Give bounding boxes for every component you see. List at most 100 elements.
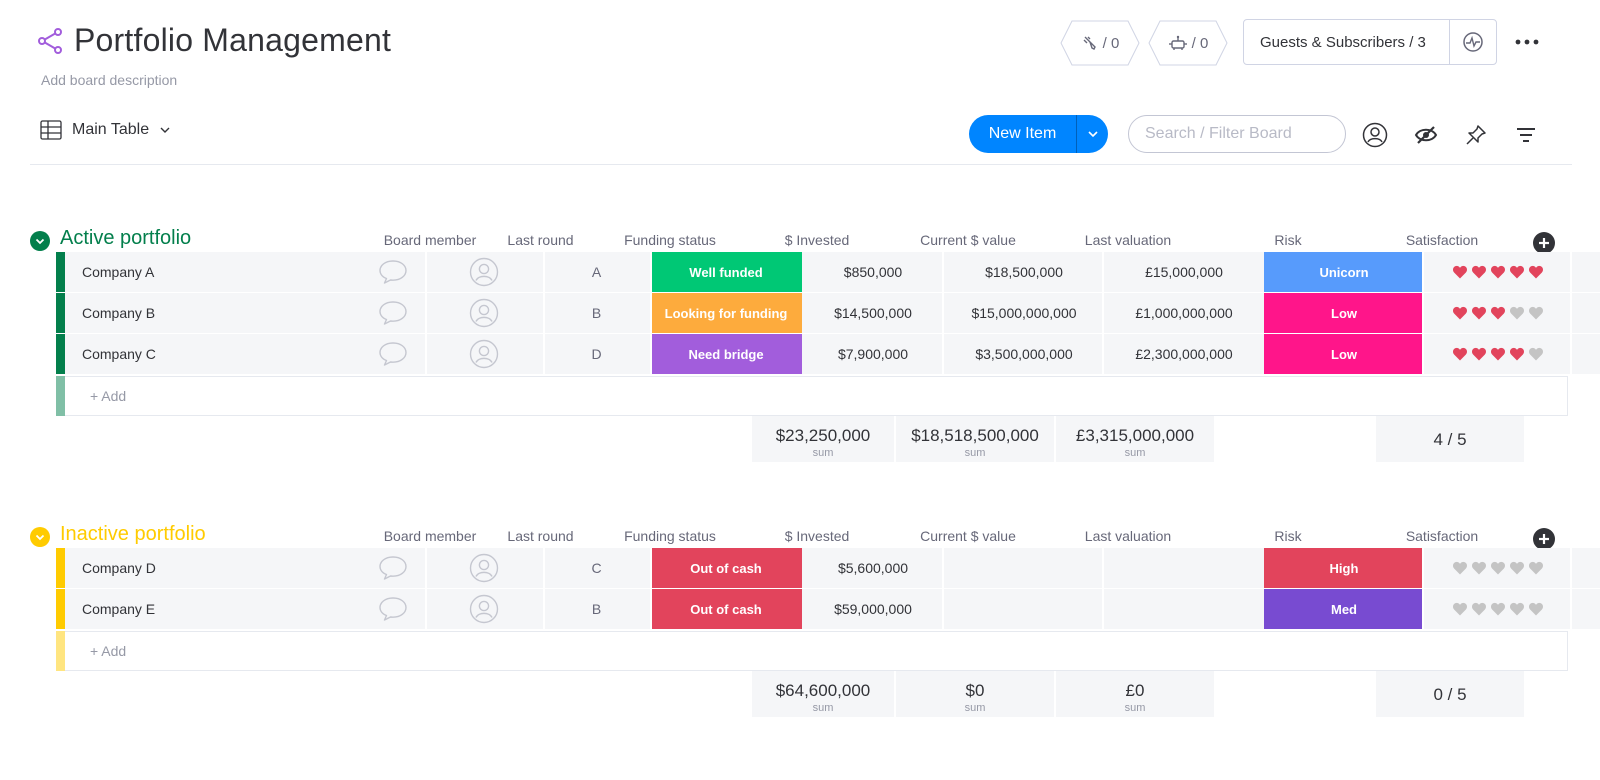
column-header-current-value[interactable]: Current $ value xyxy=(920,232,1016,248)
last-round-cell[interactable]: D xyxy=(543,334,650,374)
updates-icon[interactable] xyxy=(361,334,425,374)
integrations-button[interactable]: / 0 xyxy=(1060,20,1140,66)
heart-icon[interactable] xyxy=(1528,601,1544,617)
heart-icon[interactable] xyxy=(1528,560,1544,576)
guests-subscribers[interactable]: Guests & Subscribers / 3 xyxy=(1243,19,1497,65)
heart-icon[interactable] xyxy=(1490,601,1506,617)
item-name[interactable]: Company A xyxy=(65,252,361,292)
group-title[interactable]: Active portfolio xyxy=(60,227,192,249)
activity-button[interactable] xyxy=(1450,31,1496,53)
satisfaction-rating[interactable] xyxy=(1424,252,1572,292)
column-header-funding-status[interactable]: Funding status xyxy=(624,232,716,248)
item-name[interactable]: Company E xyxy=(65,589,361,629)
group-title[interactable]: Inactive portfolio xyxy=(60,523,206,545)
risk-label[interactable]: Low xyxy=(1264,293,1424,333)
risk-label[interactable]: High xyxy=(1264,548,1424,588)
current-value-cell[interactable]: $18,500,000 xyxy=(944,252,1104,292)
column-header-last-valuation[interactable]: Last valuation xyxy=(1084,528,1172,544)
last-round-cell[interactable]: A xyxy=(543,252,650,292)
column-header-last-valuation[interactable]: Last valuation xyxy=(1084,232,1172,248)
heart-icon[interactable] xyxy=(1452,305,1468,321)
funding-status-label[interactable]: Out of cash xyxy=(650,589,802,629)
item-name[interactable]: Company B xyxy=(65,293,361,333)
heart-icon[interactable] xyxy=(1490,264,1506,280)
heart-icon[interactable] xyxy=(1471,601,1487,617)
heart-icon[interactable] xyxy=(1490,560,1506,576)
view-label[interactable]: Main Table xyxy=(72,121,150,138)
heart-icon[interactable] xyxy=(1490,346,1506,362)
invested-cell[interactable]: $59,000,000 xyxy=(802,589,944,629)
last-round-cell[interactable]: B xyxy=(543,293,650,333)
table-row[interactable]: Company E B Out of cash $59,000,000 Med xyxy=(56,589,1600,629)
last-valuation-cell[interactable] xyxy=(1104,589,1264,629)
column-header-satisfaction[interactable]: Satisfaction xyxy=(1405,232,1479,248)
column-header-invested[interactable]: $ Invested xyxy=(784,528,850,544)
person-filter-icon[interactable] xyxy=(1361,121,1389,149)
board-title[interactable]: Portfolio Management xyxy=(74,22,392,58)
current-value-cell[interactable] xyxy=(944,548,1104,588)
updates-icon[interactable] xyxy=(361,293,425,333)
last-round-cell[interactable]: C xyxy=(543,548,650,588)
heart-icon[interactable] xyxy=(1528,346,1544,362)
invested-cell[interactable]: $850,000 xyxy=(802,252,944,292)
board-description[interactable]: Add board description xyxy=(41,72,178,88)
invested-cell[interactable]: $5,600,000 xyxy=(802,548,944,588)
avatar[interactable] xyxy=(425,293,543,333)
add-column-button[interactable] xyxy=(1533,232,1555,254)
view-switcher[interactable]: Main Table xyxy=(40,120,171,140)
funding-status-label[interactable]: Looking for funding xyxy=(650,293,802,333)
column-header-risk[interactable]: Risk xyxy=(1274,528,1302,544)
add-column-button[interactable] xyxy=(1533,528,1555,550)
add-item-label[interactable]: + Add xyxy=(90,643,127,659)
avatar[interactable] xyxy=(425,589,543,629)
satisfaction-rating[interactable] xyxy=(1424,548,1572,588)
heart-icon[interactable] xyxy=(1490,305,1506,321)
column-header-funding-status[interactable]: Funding status xyxy=(624,528,716,544)
table-row[interactable]: Company C D Need bridge $7,900,000 $3,500,00… xyxy=(56,334,1600,374)
funding-status-label[interactable]: Out of cash xyxy=(650,548,802,588)
table-row[interactable]: Company A A Well funded $850,000 $18,500,000… xyxy=(56,252,1600,292)
item-name[interactable]: Company C xyxy=(65,334,361,374)
table-row[interactable]: Company B B Looking for funding $14,500,000… xyxy=(56,293,1600,333)
column-header-last-round[interactable]: Last round xyxy=(507,528,574,544)
avatar[interactable] xyxy=(425,548,543,588)
column-header-board-member[interactable]: Board member xyxy=(383,232,477,248)
funding-status-label[interactable]: Need bridge xyxy=(650,334,802,374)
heart-icon[interactable] xyxy=(1528,264,1544,280)
hide-icon[interactable] xyxy=(1412,121,1440,149)
filter-icon[interactable] xyxy=(1512,121,1540,149)
last-valuation-cell[interactable] xyxy=(1104,548,1264,588)
heart-icon[interactable] xyxy=(1471,264,1487,280)
guests-subscribers-label[interactable]: Guests & Subscribers / 3 xyxy=(1260,33,1426,51)
column-header-satisfaction[interactable]: Satisfaction xyxy=(1405,528,1479,544)
satisfaction-rating[interactable] xyxy=(1424,589,1572,629)
current-value-cell[interactable]: $15,000,000,000 xyxy=(944,293,1104,333)
heart-icon[interactable] xyxy=(1452,560,1468,576)
new-item-label[interactable]: New Item xyxy=(969,115,1077,153)
group-collapse-toggle[interactable] xyxy=(30,527,50,547)
add-item-label[interactable]: + Add xyxy=(90,388,127,404)
updates-icon[interactable] xyxy=(361,252,425,292)
heart-icon[interactable] xyxy=(1509,346,1525,362)
risk-label[interactable]: Low xyxy=(1264,334,1424,374)
heart-icon[interactable] xyxy=(1528,305,1544,321)
heart-icon[interactable] xyxy=(1509,305,1525,321)
heart-icon[interactable] xyxy=(1471,560,1487,576)
current-value-cell[interactable]: $3,500,000,000 xyxy=(944,334,1104,374)
avatar[interactable] xyxy=(425,334,543,374)
heart-icon[interactable] xyxy=(1509,601,1525,617)
updates-icon[interactable] xyxy=(361,589,425,629)
last-valuation-cell[interactable]: £1,000,000,000 xyxy=(1104,293,1264,333)
heart-icon[interactable] xyxy=(1509,264,1525,280)
funding-status-label[interactable]: Well funded xyxy=(650,252,802,292)
risk-label[interactable]: Unicorn xyxy=(1264,252,1424,292)
add-item-row[interactable]: + Add xyxy=(56,376,1568,416)
updates-icon[interactable] xyxy=(361,548,425,588)
column-header-current-value[interactable]: Current $ value xyxy=(920,528,1016,544)
group-collapse-toggle[interactable] xyxy=(30,231,50,251)
current-value-cell[interactable] xyxy=(944,589,1104,629)
invested-cell[interactable]: $14,500,000 xyxy=(802,293,944,333)
avatar[interactable] xyxy=(425,252,543,292)
last-valuation-cell[interactable]: £2,300,000,000 xyxy=(1104,334,1264,374)
heart-icon[interactable] xyxy=(1452,346,1468,362)
